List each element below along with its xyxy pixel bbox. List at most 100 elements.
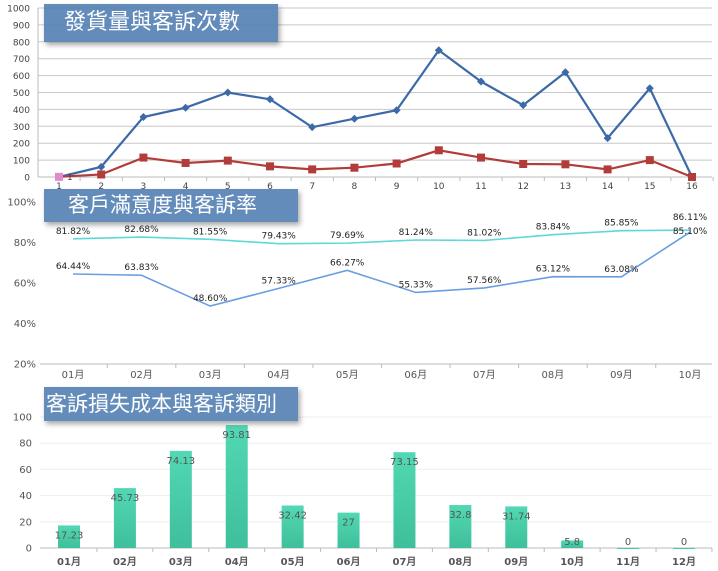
y-tick-label: 200 [13, 140, 30, 150]
x-tick-label: 7 [309, 182, 315, 192]
data-label: 63.12% [536, 265, 571, 275]
x-tick-label: 6 [267, 182, 273, 192]
data-point-diamond [139, 113, 148, 122]
bar [337, 512, 360, 548]
x-tick-label: 04月 [267, 369, 290, 381]
x-tick-label: 05月 [336, 369, 359, 381]
bar [617, 548, 640, 549]
x-tick-label: 06月 [337, 556, 361, 568]
data-point-diamond [350, 114, 359, 123]
data-point-diamond [561, 68, 570, 77]
data-label: 64.44% [56, 262, 91, 272]
y-tick-label: 20 [19, 517, 32, 528]
data-point-diamond [181, 103, 190, 112]
x-tick-label: 12 [517, 182, 528, 192]
x-tick-label: 15 [644, 182, 655, 192]
x-tick-label: 08月 [542, 369, 565, 381]
data-point-diamond [645, 84, 654, 93]
x-tick-label: 02月 [130, 369, 153, 381]
bar-value-label: 0 [681, 537, 687, 548]
y-tick-label: 500 [13, 89, 30, 99]
data-point-diamond [477, 77, 485, 86]
data-point-square [434, 146, 443, 155]
data-label: 57.33% [262, 276, 297, 286]
x-tick-label: 3 [141, 182, 147, 192]
data-point-square [603, 165, 612, 174]
chart-title-complaint-cost: 客訴損失成本與客訴類別 [44, 387, 298, 421]
chart-title-satisfaction-complaint-rate: 客戶滿意度與客訴率 [44, 189, 298, 222]
x-tick-label: 12月 [672, 556, 696, 568]
bar [58, 525, 80, 548]
bar-value-label: 32.42 [278, 511, 307, 522]
y-tick-label: 100% [7, 198, 36, 209]
y-tick-label: 400 [13, 106, 30, 116]
data-point-square [477, 153, 485, 162]
x-tick-label: 8 [352, 182, 358, 192]
data-point-square [392, 159, 401, 168]
bar [281, 505, 304, 548]
data-label: 81.82% [56, 227, 91, 237]
y-tick-label: 100 [13, 157, 30, 167]
data-point-square [97, 170, 106, 179]
data-label: 82.68% [124, 225, 159, 235]
bar-value-label: 32.8 [449, 510, 471, 521]
data-point-diamond [603, 134, 612, 143]
bar-value-label: 74.13 [166, 456, 195, 467]
bar [225, 425, 248, 548]
data-point-square [645, 156, 654, 165]
bar [113, 488, 136, 548]
y-tick-label: 80% [14, 238, 36, 249]
x-tick-label: 09月 [504, 556, 528, 568]
data-label: 63.08% [604, 265, 639, 275]
data-label: 48.60% [193, 294, 228, 304]
data-label: 86.11% [673, 213, 708, 223]
data-label: 79.69% [330, 231, 365, 241]
data-point-square [308, 165, 317, 174]
x-tick-label: 01月 [57, 556, 81, 568]
x-tick-label: 2 [98, 182, 104, 192]
x-tick-label: 11 [475, 182, 486, 192]
data-point-diamond [308, 123, 317, 132]
series-line-1 [72, 231, 691, 307]
data-point-diamond [392, 106, 401, 115]
y-tick-label: 600 [13, 72, 30, 82]
data-point-square [561, 160, 570, 169]
data-point-square [139, 153, 148, 162]
x-tick-label: 16 [686, 182, 698, 192]
data-label: 66.27% [330, 258, 365, 268]
data-point-diamond [97, 162, 106, 171]
series-line-1 [58, 149, 693, 179]
data-point-square [266, 162, 274, 171]
x-tick-label: 07月 [473, 369, 496, 381]
data-label: 55.33% [399, 280, 434, 290]
chart-title-shipments-complaints: 發貨量與客訴次數 [44, 4, 278, 42]
y-tick-label: 800 [13, 38, 30, 48]
x-tick-label: 10月 [560, 556, 584, 568]
data-label: 79.43% [262, 232, 297, 242]
data-point-square [223, 156, 232, 165]
data-point-square [350, 163, 359, 172]
y-tick-label: 60 [19, 465, 32, 476]
y-tick-label: 40 [19, 491, 32, 502]
y-tick-label: 40% [14, 319, 36, 330]
x-tick-label: 14 [602, 182, 614, 192]
y-tick-label: 900 [13, 21, 30, 31]
bar-value-label: 73.15 [390, 457, 419, 468]
bar [505, 506, 528, 548]
data-label: 81.02% [467, 228, 502, 238]
x-tick-label: 10月 [679, 369, 702, 381]
bar-value-label: 45.73 [111, 493, 140, 504]
x-tick-label: 02月 [113, 556, 137, 568]
x-tick-label: 04月 [225, 556, 249, 568]
data-label: 57.56% [467, 276, 502, 286]
y-tick-label: 1000 [7, 5, 30, 15]
x-tick-label: 1 [56, 182, 62, 192]
x-tick-label: 11月 [616, 556, 640, 568]
y-tick-label: 100 [13, 413, 32, 424]
bar-value-label: 0 [625, 537, 631, 548]
data-label: 81.55% [193, 227, 228, 237]
x-tick-label: 10 [433, 182, 445, 192]
y-tick-label: 0 [24, 174, 30, 184]
y-tick-label: 700 [13, 55, 30, 65]
x-tick-label: 05月 [281, 556, 305, 568]
